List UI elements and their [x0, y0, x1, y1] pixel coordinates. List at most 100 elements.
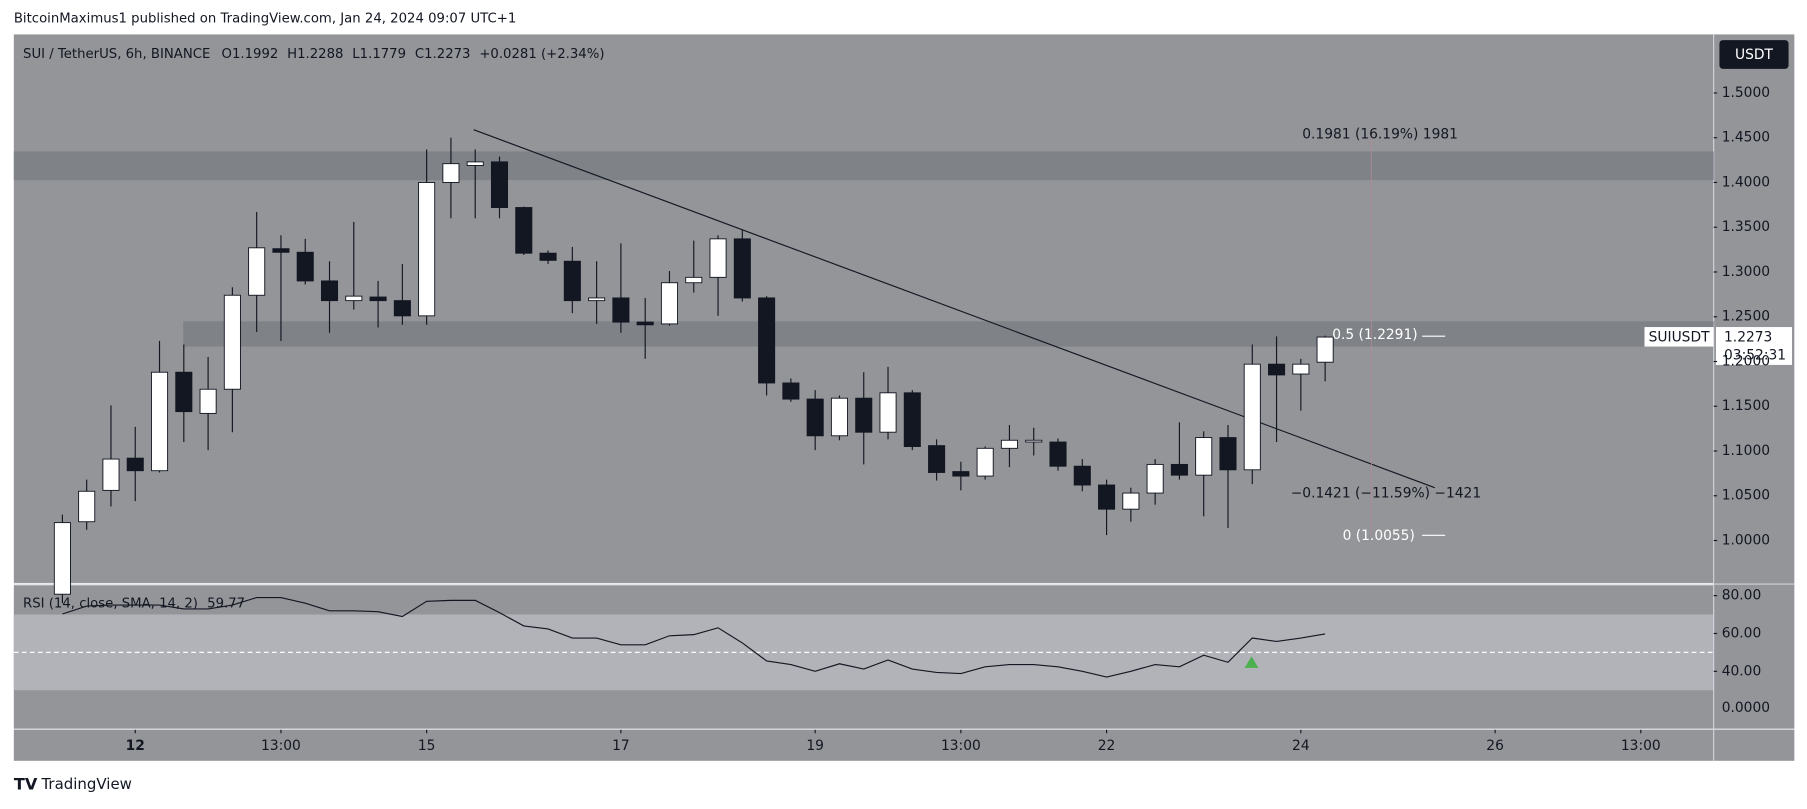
candle-body	[175, 371, 193, 413]
fib-label: 0.5 (1.2291)	[1332, 327, 1417, 343]
logo-mark: 𝗧𝗩	[14, 774, 38, 793]
currency-button[interactable]	[1719, 40, 1789, 69]
rsi-legend: RSI (14, close, SMA, 14, 2) 59.77	[23, 597, 245, 612]
symbol-label: SUIUSDT	[1649, 329, 1710, 345]
y-tick-label: 1.0000	[1722, 533, 1770, 549]
y-tick-label: 1.3500	[1722, 219, 1770, 235]
candle-body	[1122, 492, 1140, 510]
y-tick-label: 1.1000	[1722, 443, 1770, 459]
x-tick-label: 22	[1098, 738, 1116, 754]
legend-value: 1.1992	[232, 47, 278, 62]
candle-body	[272, 248, 290, 253]
price-pane	[13, 34, 1714, 583]
candle-body	[320, 280, 339, 302]
symbol-tag	[1644, 327, 1714, 347]
candle-body	[1000, 439, 1018, 449]
x-tick-label: 12	[126, 738, 145, 754]
legend-value: 1.2288	[297, 47, 343, 62]
currency-label[interactable]: USDT	[1735, 47, 1774, 63]
y-tick-label: 1.1500	[1722, 398, 1770, 414]
candle-body	[612, 297, 630, 323]
candle-body	[1098, 484, 1116, 510]
candle-body	[879, 392, 897, 433]
legend-change: +0.0281 (+2.34%)	[479, 47, 604, 62]
x-tick-label: 26	[1486, 738, 1504, 754]
legend-key: L	[352, 47, 360, 62]
rsi-line	[62, 596, 1326, 678]
fib-label: 0.1981 (16.19%) 1981	[1302, 126, 1458, 142]
candle-body	[758, 297, 776, 384]
y-tick-label: 1.3000	[1722, 264, 1770, 280]
candle-body	[782, 382, 800, 400]
candle-body	[1025, 439, 1043, 443]
candle-body	[78, 490, 96, 523]
candle-body	[126, 457, 144, 472]
candle-body	[393, 300, 411, 317]
candle-body	[466, 161, 484, 166]
candle-body	[903, 392, 921, 447]
candle-body	[830, 397, 848, 437]
candle-body	[490, 161, 509, 208]
x-tick-label: 15	[418, 738, 436, 754]
footer-logo: TradingView	[40, 775, 131, 793]
candle-body	[199, 388, 217, 414]
candle-body	[223, 294, 241, 390]
candle-body	[53, 522, 71, 595]
candle-body	[1268, 363, 1286, 376]
candle-body	[1292, 363, 1310, 375]
y-tick-label: 1.4500	[1722, 130, 1770, 146]
x-tick-label: 13:00	[1621, 738, 1661, 754]
signal-arrow	[1244, 656, 1259, 668]
x-tick-label: 19	[806, 738, 824, 754]
y-tick-label: 1.4000	[1722, 174, 1770, 190]
x-tick-label: 24	[1292, 738, 1310, 754]
candle-body	[709, 238, 727, 278]
price-tag	[1715, 327, 1793, 365]
y-tick-label: 1.2000	[1722, 354, 1770, 370]
candle-body	[660, 282, 679, 325]
publisher-header: BitcoinMaximus1 published on TradingView…	[14, 11, 516, 26]
legend-key: O	[222, 47, 232, 62]
support-zone	[183, 321, 1714, 347]
candle-body	[1170, 463, 1188, 476]
fib-label: −0.1421 (−11.59%) −1421	[1291, 485, 1481, 501]
candle-body	[588, 297, 606, 302]
legend-title: SUI / TetherUS, 6h, BINANCE	[23, 47, 210, 62]
legend-value: 1.1779	[360, 47, 406, 62]
y-tick-label: 0.0000	[1722, 700, 1770, 716]
candle-body	[1219, 437, 1237, 471]
y-tick-label: 1.2500	[1722, 309, 1770, 325]
x-tick-label: 13:00	[261, 738, 301, 754]
candle-body	[563, 260, 581, 302]
legend-key: C	[415, 47, 424, 62]
candle-body	[248, 247, 266, 296]
candle-body	[1316, 336, 1334, 363]
legend-key: H	[287, 47, 297, 62]
candle-body	[1073, 465, 1091, 486]
candle-body	[369, 296, 387, 302]
price-axis	[1713, 34, 1795, 729]
candle-body	[636, 321, 654, 326]
candle-body	[855, 397, 873, 433]
candle-body	[733, 238, 751, 299]
legend: SUI / TetherUS, 6h, BINANCE O1.1992 H1.2…	[23, 47, 604, 62]
candle-body	[806, 398, 824, 437]
candle-body	[1243, 363, 1261, 471]
candle-body	[296, 251, 314, 282]
legend-value: 1.2273	[424, 47, 470, 62]
rsi-value: 59.77	[207, 597, 245, 612]
time-axis	[13, 729, 1795, 761]
candle-body	[418, 182, 436, 317]
countdown: 03:52:31	[1724, 348, 1786, 364]
y-tick-label: 1.5000	[1722, 85, 1770, 101]
y-tick-label: 1.0500	[1722, 488, 1770, 504]
candle-body	[685, 276, 703, 284]
candle-body	[1049, 441, 1067, 467]
candle-body	[151, 371, 169, 472]
fib-label: 0 (1.0055)	[1343, 528, 1415, 544]
candle-body	[928, 445, 946, 473]
y-tick-label: 80.00	[1722, 588, 1762, 604]
candle-body	[952, 471, 970, 477]
last-price: 1.2273	[1724, 329, 1772, 345]
